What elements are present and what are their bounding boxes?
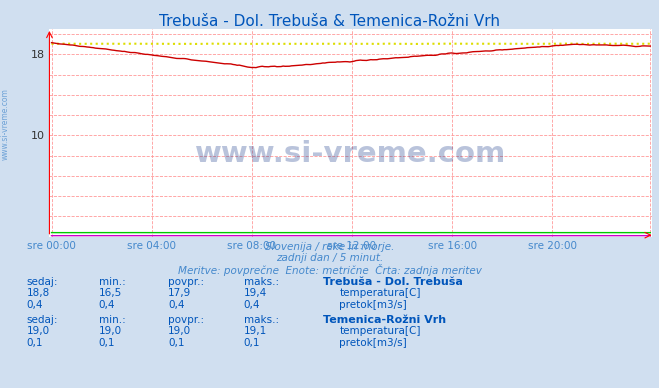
Text: 19,0: 19,0 bbox=[99, 326, 122, 336]
Text: 19,0: 19,0 bbox=[26, 326, 49, 336]
Text: 0,1: 0,1 bbox=[26, 338, 43, 348]
Text: Trebuša - Dol. Trebuša & Temenica-Rožni Vrh: Trebuša - Dol. Trebuša & Temenica-Rožni … bbox=[159, 14, 500, 29]
Text: 19,0: 19,0 bbox=[168, 326, 191, 336]
Text: povpr.:: povpr.: bbox=[168, 315, 204, 325]
Text: Trebuša - Dol. Trebuša: Trebuša - Dol. Trebuša bbox=[323, 277, 463, 288]
Text: Slovenija / reke in morje.: Slovenija / reke in morje. bbox=[265, 242, 394, 253]
Text: zadnji dan / 5 minut.: zadnji dan / 5 minut. bbox=[276, 253, 383, 263]
Text: 0,1: 0,1 bbox=[244, 338, 260, 348]
Text: 17,9: 17,9 bbox=[168, 288, 191, 298]
Text: min.:: min.: bbox=[99, 277, 126, 288]
Text: sedaj:: sedaj: bbox=[26, 315, 58, 325]
Text: www.si-vreme.com: www.si-vreme.com bbox=[195, 140, 507, 168]
Text: 0,4: 0,4 bbox=[99, 300, 115, 310]
Text: temperatura[C]: temperatura[C] bbox=[339, 326, 421, 336]
Text: pretok[m3/s]: pretok[m3/s] bbox=[339, 338, 407, 348]
Text: 0,4: 0,4 bbox=[168, 300, 185, 310]
Text: www.si-vreme.com: www.si-vreme.com bbox=[1, 88, 10, 160]
Text: maks.:: maks.: bbox=[244, 277, 279, 288]
Text: 19,4: 19,4 bbox=[244, 288, 267, 298]
Text: sedaj:: sedaj: bbox=[26, 277, 58, 288]
Text: 19,1: 19,1 bbox=[244, 326, 267, 336]
Text: maks.:: maks.: bbox=[244, 315, 279, 325]
Text: Temenica-Rožni Vrh: Temenica-Rožni Vrh bbox=[323, 315, 446, 325]
Text: temperatura[C]: temperatura[C] bbox=[339, 288, 421, 298]
Text: Meritve: povprečne  Enote: metrične  Črta: zadnja meritev: Meritve: povprečne Enote: metrične Črta:… bbox=[177, 264, 482, 276]
Text: povpr.:: povpr.: bbox=[168, 277, 204, 288]
Text: pretok[m3/s]: pretok[m3/s] bbox=[339, 300, 407, 310]
Text: 0,4: 0,4 bbox=[244, 300, 260, 310]
Text: min.:: min.: bbox=[99, 315, 126, 325]
Text: 0,1: 0,1 bbox=[99, 338, 115, 348]
Text: 0,1: 0,1 bbox=[168, 338, 185, 348]
Text: 0,4: 0,4 bbox=[26, 300, 43, 310]
Text: 16,5: 16,5 bbox=[99, 288, 122, 298]
Text: 18,8: 18,8 bbox=[26, 288, 49, 298]
